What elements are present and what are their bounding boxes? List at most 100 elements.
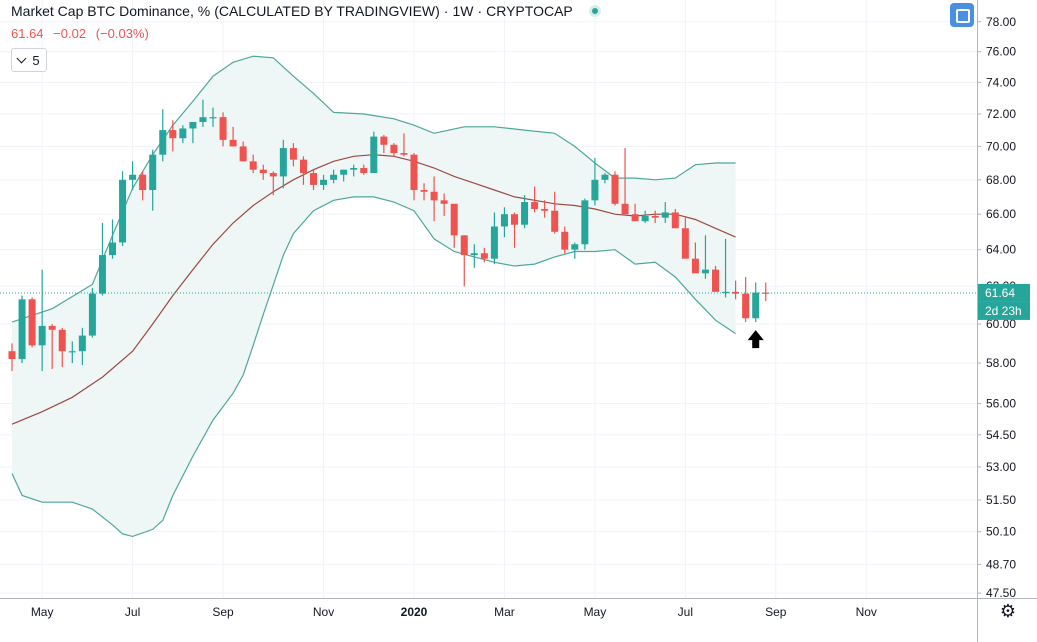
candle-body xyxy=(440,200,448,204)
candle xyxy=(681,217,689,259)
gear-icon[interactable]: ⚙ xyxy=(999,601,1017,621)
candle xyxy=(611,171,619,206)
header-separator: · xyxy=(477,3,483,19)
countdown-label: 2d 23h xyxy=(978,301,1030,320)
candle xyxy=(259,164,267,180)
candle-body xyxy=(712,269,719,292)
candle-body xyxy=(561,231,569,250)
candle-body xyxy=(521,202,529,225)
chart-header: Market Cap BTC Dominance, % (CALCULATED … xyxy=(11,3,601,19)
candle xyxy=(199,99,207,127)
candle xyxy=(119,171,127,247)
x-tick-label: Jul xyxy=(678,605,693,619)
candle xyxy=(289,143,297,167)
candle xyxy=(430,176,438,222)
chevron-down-icon xyxy=(16,53,27,64)
candle-body xyxy=(109,242,116,256)
y-tick-label: 78.00 xyxy=(986,15,1016,29)
candle xyxy=(601,173,609,184)
bollinger-band-fill xyxy=(12,56,736,537)
candle xyxy=(470,244,478,268)
candle-body xyxy=(139,174,147,191)
candle-body xyxy=(470,253,478,256)
candle-body xyxy=(601,174,609,180)
candle xyxy=(8,343,16,372)
candle xyxy=(400,133,408,157)
candle-body xyxy=(259,169,267,174)
candle xyxy=(631,203,639,222)
symbol-title[interactable]: Market Cap BTC Dominance, % xyxy=(11,3,211,19)
candle-body xyxy=(742,293,750,319)
interval-label[interactable]: 1W xyxy=(452,3,474,19)
x-tick-label: May xyxy=(584,605,607,619)
candle-body xyxy=(229,139,237,147)
candle-body xyxy=(581,200,589,245)
candle-body xyxy=(169,130,177,139)
indicators-toggle-button[interactable]: 5 xyxy=(11,48,47,72)
fullscreen-icon[interactable] xyxy=(950,3,974,27)
last-price-label-text: 61.64 xyxy=(985,286,1015,300)
x-tick-label: Nov xyxy=(313,605,334,619)
candle xyxy=(279,139,287,189)
y-tick-label: 56.00 xyxy=(986,396,1016,410)
y-tick-label: 58.00 xyxy=(986,356,1016,370)
x-tick-label: May xyxy=(31,605,54,619)
candle xyxy=(98,222,106,296)
candle xyxy=(511,212,518,248)
candle xyxy=(380,134,388,154)
x-tick-label: Sep xyxy=(212,605,234,619)
candle-body xyxy=(209,117,217,119)
y-tick-label: 74.00 xyxy=(986,75,1016,89)
y-tick-label: 50.10 xyxy=(986,525,1016,539)
candle-body xyxy=(641,215,649,222)
y-tick-label: 70.00 xyxy=(986,139,1016,153)
candle-body xyxy=(78,335,86,352)
candle xyxy=(701,235,709,279)
candle xyxy=(209,107,217,127)
candle-body xyxy=(149,154,157,191)
candle-body xyxy=(8,351,16,360)
y-tick-label: 72.00 xyxy=(986,107,1016,121)
candle xyxy=(229,126,237,147)
candle xyxy=(651,210,659,223)
candle-body xyxy=(400,153,408,155)
y-tick-label: 47.50 xyxy=(986,586,1016,600)
indicators-count: 5 xyxy=(32,52,40,68)
candle-body xyxy=(18,299,26,360)
y-tick-label: 51.50 xyxy=(986,493,1016,507)
candle-body xyxy=(199,117,207,122)
candle-body xyxy=(88,293,96,336)
candle xyxy=(350,164,358,177)
candle-body xyxy=(380,136,388,145)
candle-body xyxy=(450,203,458,236)
candle xyxy=(28,297,36,348)
candle xyxy=(179,125,187,144)
candle-body xyxy=(289,148,297,160)
candle xyxy=(440,193,448,216)
y-tick-label: 64.00 xyxy=(986,243,1016,257)
candle xyxy=(38,269,46,372)
candle-body xyxy=(239,146,247,162)
candle-body xyxy=(219,117,227,140)
candle xyxy=(48,324,56,370)
candle-body xyxy=(551,210,559,232)
candle-body xyxy=(350,168,358,170)
candle-body xyxy=(490,226,498,259)
candle-body xyxy=(430,191,438,201)
x-tick-label: Nov xyxy=(856,605,877,619)
candle xyxy=(78,327,86,366)
candle xyxy=(641,210,649,223)
candle xyxy=(249,154,257,174)
candle xyxy=(239,141,247,162)
countdown-label-text: 2d 23h xyxy=(985,304,1022,318)
x-tick-label: Sep xyxy=(765,605,787,619)
candle-body xyxy=(531,202,539,209)
candle xyxy=(722,238,730,298)
exchange-label: CRYPTOCAP xyxy=(486,3,573,19)
candle-body xyxy=(541,208,549,211)
candle xyxy=(752,282,760,323)
candle-body xyxy=(480,253,488,259)
candle xyxy=(159,109,167,162)
